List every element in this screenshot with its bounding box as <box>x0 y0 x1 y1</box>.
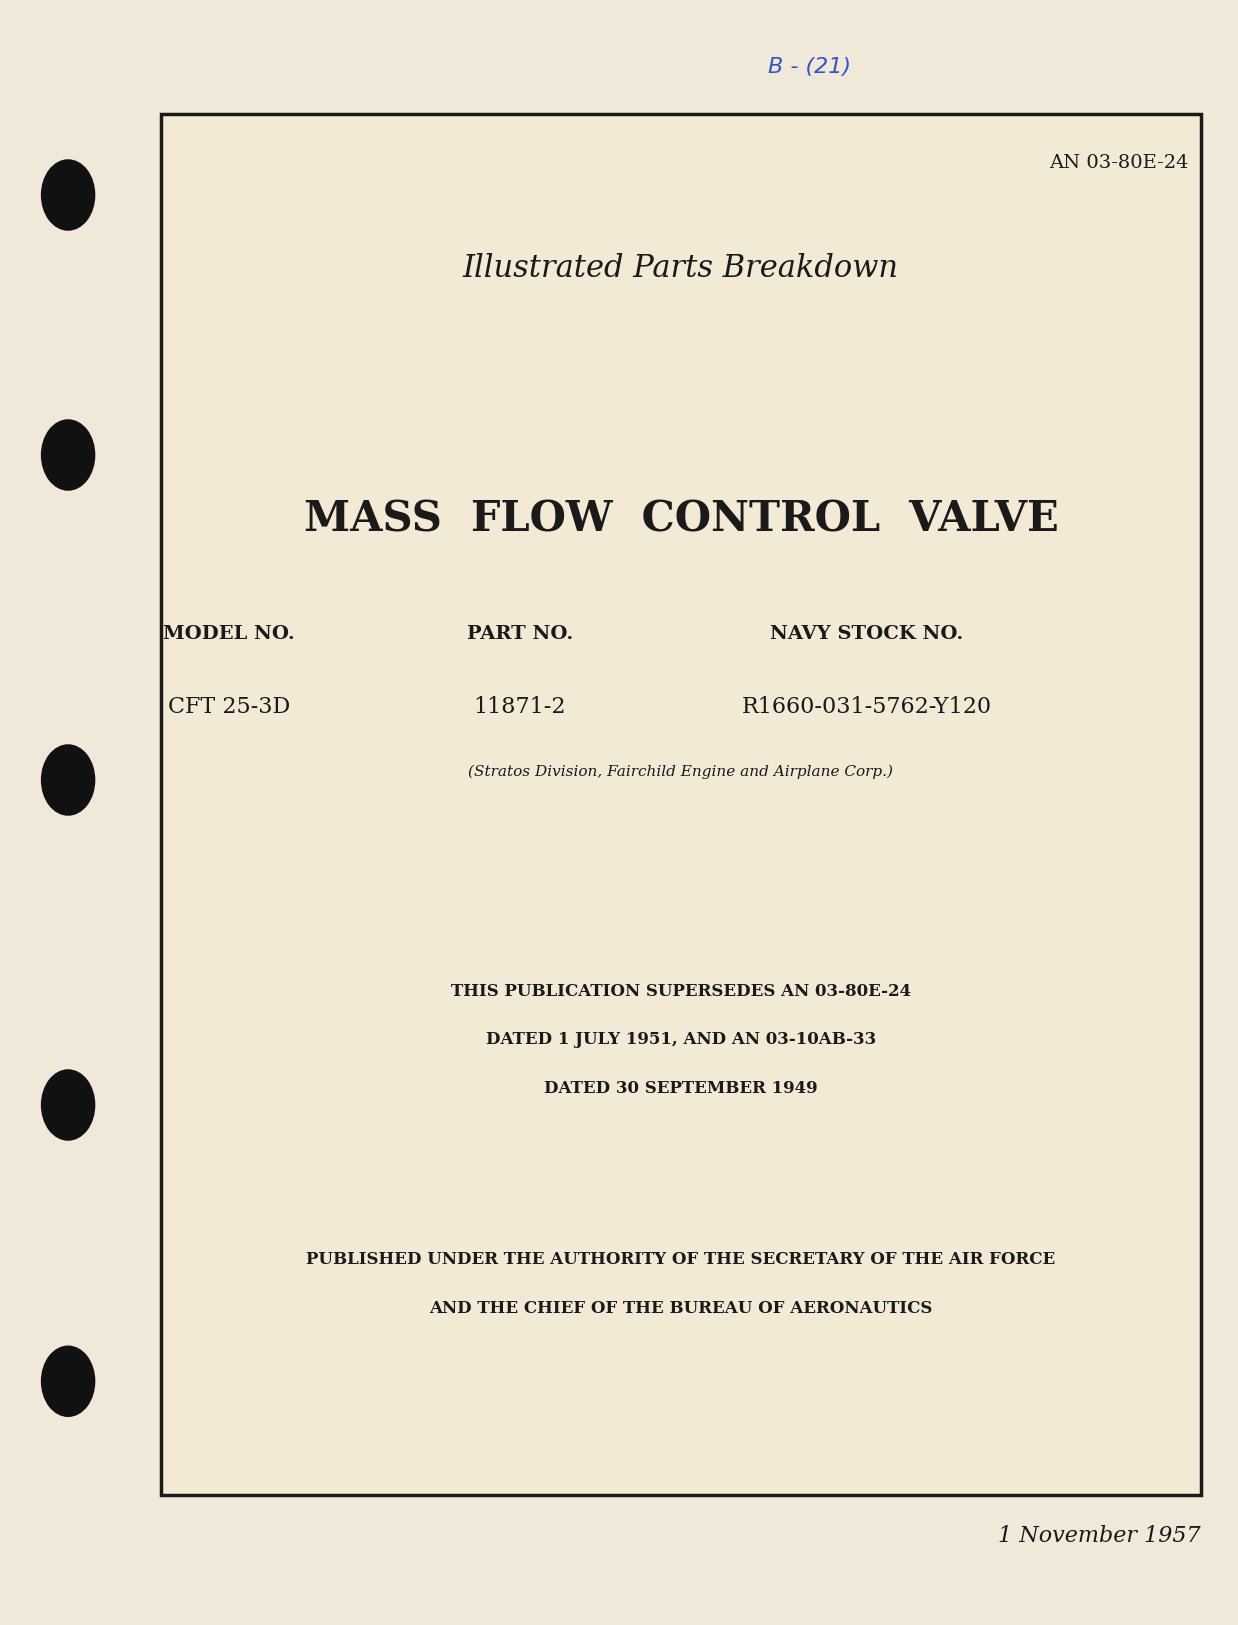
Text: NAVY STOCK NO.: NAVY STOCK NO. <box>770 624 963 644</box>
FancyBboxPatch shape <box>161 114 1201 1495</box>
Text: DATED 30 SEPTEMBER 1949: DATED 30 SEPTEMBER 1949 <box>543 1081 818 1097</box>
Circle shape <box>41 744 95 816</box>
Circle shape <box>41 159 95 231</box>
Text: B - (21): B - (21) <box>768 57 851 76</box>
Circle shape <box>41 1069 95 1141</box>
Text: Illustrated Parts Breakdown: Illustrated Parts Breakdown <box>463 252 899 284</box>
Text: PUBLISHED UNDER THE AUTHORITY OF THE SECRETARY OF THE AIR FORCE: PUBLISHED UNDER THE AUTHORITY OF THE SEC… <box>306 1251 1056 1268</box>
Text: PART NO.: PART NO. <box>467 624 573 644</box>
Circle shape <box>41 1346 95 1417</box>
Text: THIS PUBLICATION SUPERSEDES AN 03-80E-24: THIS PUBLICATION SUPERSEDES AN 03-80E-24 <box>451 983 911 999</box>
Circle shape <box>41 419 95 491</box>
Text: CFT 25-3D: CFT 25-3D <box>168 696 290 718</box>
Text: (Stratos Division, Fairchild Engine and Airplane Corp.): (Stratos Division, Fairchild Engine and … <box>468 765 894 778</box>
Text: MASS  FLOW  CONTROL  VALVE: MASS FLOW CONTROL VALVE <box>303 499 1058 541</box>
Text: 11871-2: 11871-2 <box>474 696 566 718</box>
Text: MODEL NO.: MODEL NO. <box>163 624 295 644</box>
Text: 1 November 1957: 1 November 1957 <box>998 1524 1201 1547</box>
Text: AN 03-80E-24: AN 03-80E-24 <box>1049 154 1188 172</box>
Text: AND THE CHIEF OF THE BUREAU OF AERONAUTICS: AND THE CHIEF OF THE BUREAU OF AERONAUTI… <box>430 1300 932 1316</box>
Text: DATED 1 JULY 1951, AND AN 03-10AB-33: DATED 1 JULY 1951, AND AN 03-10AB-33 <box>485 1032 877 1048</box>
Text: R1660-031-5762-Y120: R1660-031-5762-Y120 <box>742 696 992 718</box>
